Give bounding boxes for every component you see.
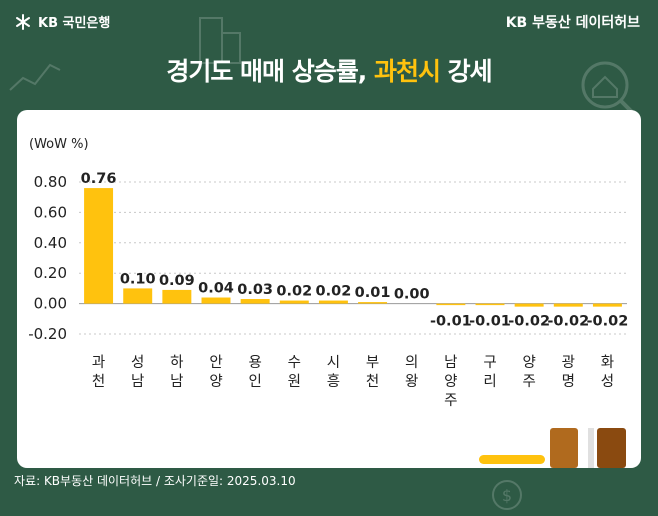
data-labels: 0.760.10 0.09 0.04 0.03 0.02 0.02 0.01 0.00-0.0… [81, 171, 629, 330]
bar-화성 [592, 303, 622, 307]
kb-bank-logo: KB 국민은행 [14, 12, 110, 31]
data-label: -0.01 [430, 314, 472, 330]
y-axis-unit-label: (WoW %) [29, 137, 89, 152]
title-main: 경기도 매매 상승률, [166, 57, 374, 86]
y-tick-label: -0.20 [28, 325, 67, 343]
bar-부천 [358, 302, 388, 304]
bar-용인 [240, 299, 270, 304]
slider-pill-decoration [479, 455, 545, 464]
bar-남양주 [436, 303, 466, 306]
bar-chart: (WoW %) 0.80 0.60 0.40 0.20 0.00 -0.20 0.76 0.… [28, 137, 629, 468]
chart-card: (WoW %) 0.80 0.60 0.40 0.20 0.00 -0.20 0.76 0.… [17, 110, 641, 468]
y-tick-label: 0.80 [34, 173, 67, 191]
chart-icon [9, 63, 61, 91]
book-decoration-2 [588, 428, 594, 468]
data-label: -0.01 [469, 314, 511, 330]
bar-광명 [553, 303, 583, 307]
brand-left-text: KB 국민은행 [38, 16, 111, 31]
category-labels: 과 천 성 남 하 남 안 양 용 인 수 원 시 흥 부 천 의 왕 남 양 주 구 리 양 주 광 명 화 성 [92, 354, 614, 409]
page-title: 경기도 매매 상승률, 과천시 강세 [0, 52, 658, 88]
bar-구리 [475, 303, 505, 306]
book-decoration-3 [597, 428, 626, 468]
building-icon [199, 17, 241, 64]
data-label: 0.03 [237, 282, 273, 298]
bar-성남 [123, 288, 153, 304]
bar-시흥 [318, 300, 348, 304]
bar-양주 [514, 303, 544, 307]
y-tick-label: 0.00 [34, 295, 67, 313]
bar-안양 [201, 297, 231, 304]
bar-하남 [162, 289, 192, 304]
dollar-coin-icon: $ [492, 480, 522, 510]
data-label: 0.09 [159, 273, 195, 289]
data-label: 0.00 [394, 287, 430, 303]
title-highlight: 과천시 [373, 57, 441, 86]
grid-lines [79, 181, 627, 335]
data-label: -0.02 [508, 314, 550, 330]
data-label: 0.10 [120, 271, 156, 287]
data-label: -0.02 [587, 314, 629, 330]
data-label: -0.02 [547, 314, 589, 330]
title-tail: 강세 [439, 57, 493, 86]
data-label: 0.01 [355, 285, 391, 301]
brand-right-text: KB 부동산 데이터허브 [505, 15, 640, 31]
svg-text:$: $ [502, 486, 512, 505]
y-tick-label: 0.20 [34, 264, 67, 282]
book-decoration-1 [550, 428, 578, 468]
bars [84, 188, 622, 307]
top-bar: KB 국민은행 KB 부동산 데이터허브 [0, 0, 658, 44]
bar-수원 [279, 300, 309, 304]
data-label: 0.76 [81, 171, 117, 187]
y-tick-label: 0.40 [34, 234, 67, 252]
data-label: 0.04 [198, 281, 234, 297]
bar-과천 [84, 188, 114, 304]
kb-star-icon [16, 13, 30, 30]
y-tick-labels: 0.80 0.60 0.40 0.20 0.00 -0.20 [28, 173, 67, 343]
y-tick-label: 0.60 [34, 203, 67, 221]
footer-source: 자료: KB부동산 데이터허브 / 조사기준일: 2025.03.10 [14, 474, 296, 488]
data-label: 0.02 [276, 284, 312, 300]
data-label: 0.02 [316, 284, 352, 300]
